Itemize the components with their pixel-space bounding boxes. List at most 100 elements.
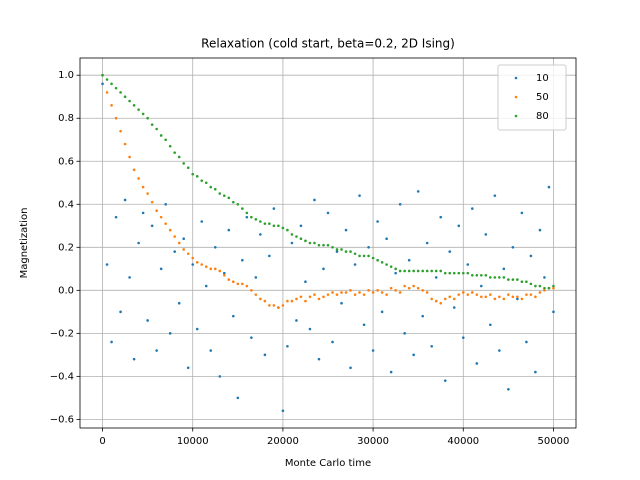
point [218,375,222,378]
point [421,269,424,273]
point [177,155,181,159]
point [380,261,384,264]
point [484,295,488,299]
point [222,273,226,277]
point [132,357,136,361]
point [425,241,429,245]
point [358,254,361,258]
point [236,282,240,286]
point [209,267,213,271]
point [123,198,127,202]
point [547,185,551,189]
point [507,293,510,296]
point [146,192,149,195]
point [218,269,222,273]
point [439,269,443,273]
point [114,86,118,90]
point [394,289,397,292]
point [525,280,528,284]
point [250,215,253,219]
point [340,291,343,294]
point [213,246,217,249]
point [295,235,298,238]
legend-label: 50 [536,92,549,103]
point [191,263,195,266]
point [164,222,167,225]
x-axis-label: Monte Carlo time [285,458,371,469]
point [263,222,267,225]
point [389,370,393,374]
point [250,289,253,292]
point [475,273,479,277]
point [475,362,479,365]
point [358,291,361,294]
point [380,291,384,294]
point [552,284,555,288]
point [398,269,402,273]
point [304,239,307,243]
point [290,299,294,303]
point [430,269,434,273]
point [182,248,186,251]
point [137,108,140,111]
point [371,349,375,352]
point [254,276,258,279]
point [326,293,330,296]
point [137,177,140,180]
point [498,349,501,352]
point [168,144,172,148]
point [195,175,199,178]
point [538,291,542,294]
point [232,314,235,318]
point [394,267,397,271]
point [173,151,176,154]
point [461,291,465,294]
point [164,202,167,206]
point [159,134,163,137]
point [182,237,186,240]
point [516,278,519,281]
point [511,278,515,281]
point [123,142,127,146]
legend-marker [514,76,518,80]
point [110,104,113,107]
point [394,271,397,275]
point [204,265,208,268]
x-tick-label: 10000 [177,436,209,447]
point [164,138,167,142]
point [173,235,176,238]
point [398,202,402,206]
point [218,192,222,195]
point [331,340,334,344]
point [232,280,235,284]
x-tick-label: 50000 [538,436,570,447]
point [317,297,321,301]
point [286,299,289,303]
point [344,291,348,294]
point [114,116,118,120]
point [308,295,312,299]
point [204,181,208,185]
legend-label: 10 [536,73,549,84]
point [529,282,533,286]
point [439,215,443,219]
point [367,254,370,258]
x-tick-label: 40000 [447,436,479,447]
point [358,194,361,197]
point [195,327,199,331]
point [200,220,204,223]
point [191,172,195,176]
point [362,254,366,258]
point [403,284,406,288]
point [425,269,429,273]
point [344,250,348,253]
point [466,263,470,266]
point [137,241,140,245]
point [516,295,519,299]
point [326,243,330,247]
point [236,202,240,206]
point [295,297,298,301]
point [299,295,303,299]
point [376,220,379,223]
